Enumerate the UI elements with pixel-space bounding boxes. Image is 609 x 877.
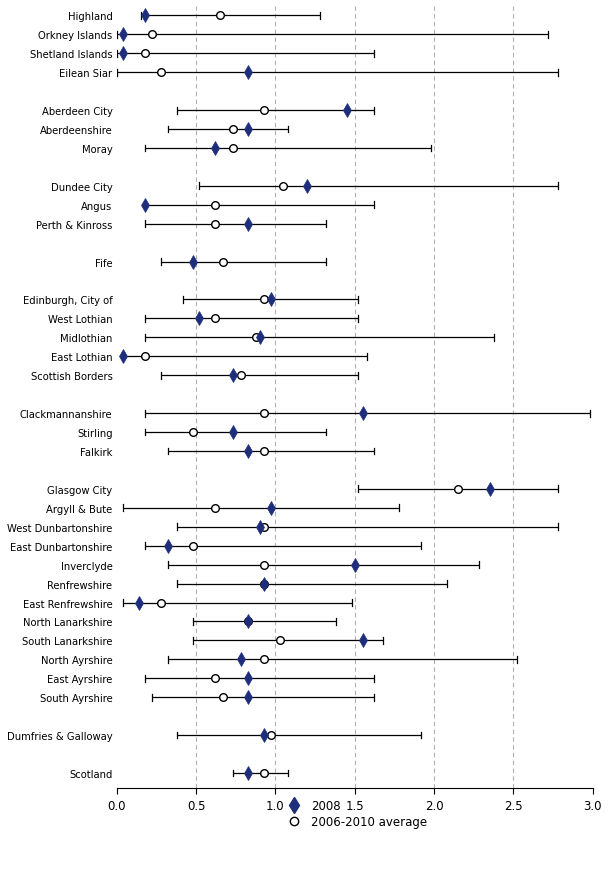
Legend: 2008, 2006-2010 average: 2008, 2006-2010 average bbox=[277, 795, 432, 833]
